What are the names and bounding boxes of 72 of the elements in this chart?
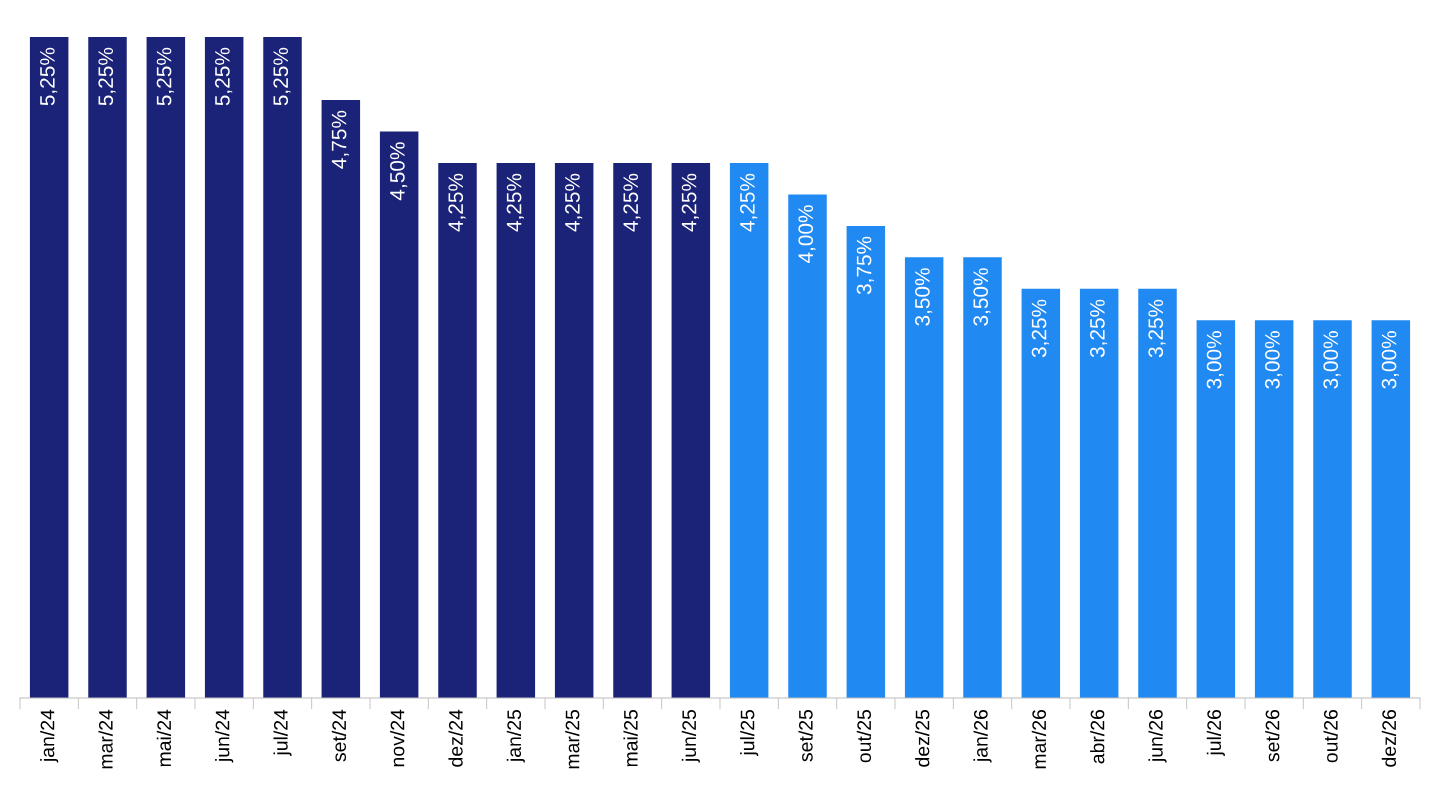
data-label: 4,25%: [565, 173, 583, 232]
data-label: 4,50%: [390, 142, 408, 201]
bar: [1021, 288, 1061, 698]
x-tick-label: jan/26: [973, 709, 992, 763]
data-label: 3,25%: [1148, 299, 1166, 358]
bar: [146, 37, 186, 698]
bar: [263, 37, 302, 698]
data-label: 4,25%: [623, 173, 641, 232]
data-label: 5,25%: [215, 47, 233, 106]
x-tick-label: jan/25: [506, 709, 525, 763]
bar: [613, 162, 652, 698]
data-label: 3,50%: [973, 268, 991, 326]
data-label: 4,75%: [331, 110, 349, 169]
bar: [729, 162, 769, 698]
x-tick-label: jun/26: [1148, 709, 1167, 763]
bar: [1079, 288, 1119, 698]
x-tick-label: set/26: [1265, 709, 1280, 762]
bar: [554, 162, 594, 698]
bar: [1138, 288, 1177, 698]
x-tick-label: out/25: [856, 709, 872, 763]
bar: [904, 257, 944, 698]
bar: [321, 100, 361, 698]
data-label: 3,00%: [1381, 331, 1399, 389]
data-label: 5,25%: [98, 47, 116, 106]
x-tick-label: jul/24: [273, 709, 292, 757]
x-tick-label: dez/25: [915, 709, 930, 767]
bar: [846, 225, 886, 698]
bar: [671, 162, 711, 698]
data-label: 4,25%: [506, 173, 524, 232]
bar: [88, 37, 127, 698]
x-tick-label: set/25: [798, 709, 813, 762]
x-tick-label: mai/25: [623, 709, 638, 767]
bar: [963, 257, 1002, 698]
data-label: 4,00%: [798, 205, 816, 264]
x-tick-label: dez/24: [448, 709, 463, 767]
x-tick-label: jun/25: [681, 709, 700, 763]
x-tick-label: mar/25: [565, 709, 580, 769]
data-label: 3,00%: [1323, 331, 1341, 389]
data-label: 3,75%: [856, 236, 874, 295]
data-label: 4,25%: [681, 173, 699, 232]
data-label: 4,25%: [740, 173, 758, 232]
x-tick-label: jun/24: [215, 709, 234, 763]
x-tick-label: nov/24: [390, 709, 405, 767]
bar: [1196, 320, 1236, 698]
data-label: 5,25%: [40, 47, 58, 106]
bar: [379, 131, 419, 698]
x-tick-label: mar/24: [98, 709, 113, 769]
x-tick-label: jul/25: [740, 709, 759, 757]
bar: [496, 162, 536, 698]
data-label: 3,50%: [915, 268, 933, 326]
x-tick-label: set/24: [331, 709, 347, 762]
data-label: 5,25%: [156, 47, 174, 106]
bar: [1371, 320, 1411, 698]
x-tick-label: abr/26: [1090, 709, 1105, 764]
bar: [204, 37, 244, 698]
bar: [438, 162, 477, 698]
data-label: 3,00%: [1206, 331, 1224, 389]
bar: [788, 194, 827, 698]
x-tick-label: jul/26: [1206, 709, 1225, 757]
x-tick-label: dez/26: [1381, 709, 1397, 767]
bar: [29, 37, 69, 698]
x-tick-label: mai/24: [156, 709, 172, 767]
data-label: 4,25%: [448, 173, 466, 232]
data-label: 3,25%: [1090, 299, 1108, 358]
data-label: 5,25%: [273, 47, 291, 106]
x-tick-label: mar/26: [1031, 709, 1047, 769]
bar: [1254, 320, 1294, 698]
data-label: 3,25%: [1031, 299, 1049, 358]
bar: [1313, 320, 1352, 698]
data-label: 3,00%: [1265, 331, 1283, 389]
x-tick-label: out/26: [1323, 709, 1338, 763]
x-tick-label: jan/24: [40, 709, 59, 763]
